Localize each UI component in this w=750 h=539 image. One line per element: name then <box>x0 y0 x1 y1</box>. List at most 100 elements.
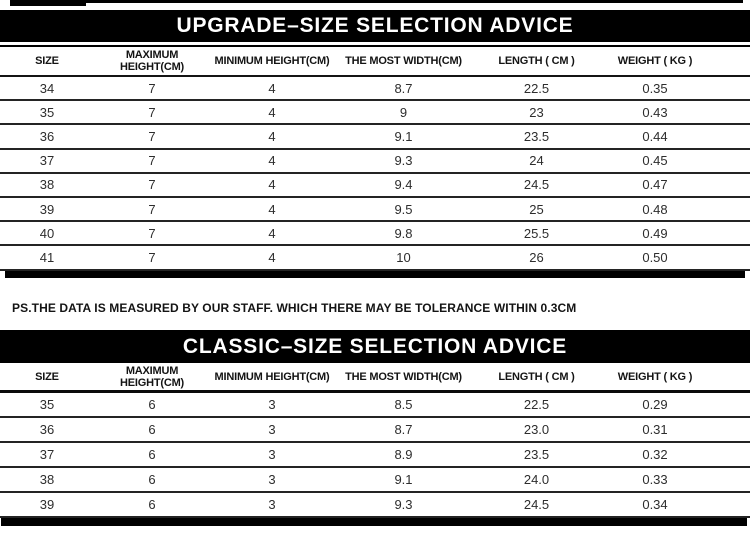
header-cell: MINIMUM HEIGHT(CM) <box>214 55 330 67</box>
table-cell: 25 <box>529 201 544 217</box>
table-cell: 7 <box>148 104 156 120</box>
table-cell: 24.5 <box>523 497 550 512</box>
table-cell: 7 <box>148 80 156 96</box>
tolerance-note: PS.THE DATA IS MEASURED BY OUR STAFF. WH… <box>12 301 577 315</box>
table-cell: 37 <box>39 153 55 169</box>
table-cell: 3 <box>268 397 276 412</box>
table-cell: 34 <box>39 80 55 96</box>
table-cell: 3 <box>268 497 276 512</box>
table-header-row: SIZE MAXIMUM HEIGHT(CM) MINIMUM HEIGHT(CM)… <box>0 363 750 393</box>
header-cell: MINIMUM HEIGHT(CM) <box>214 370 330 383</box>
table-cell: 4 <box>268 177 276 193</box>
table-cell: 39 <box>39 201 55 217</box>
table-cell: 4 <box>268 225 276 241</box>
table-row: 41 7 4 10 26 0.50 <box>0 246 750 271</box>
table-row: 39 7 4 9.5 25 0.48 <box>0 198 750 223</box>
table-cell: 40 <box>39 225 55 241</box>
table-cell: 7 <box>148 201 156 217</box>
table-cell: 6 <box>148 497 156 512</box>
table-row: 37 7 4 9.3 24 0.45 <box>0 150 750 174</box>
table-cell: 3 <box>268 472 276 487</box>
header-cell: THE MOST WIDTH(CM) <box>345 55 462 67</box>
table-cell: 9.3 <box>394 153 413 169</box>
table-cell: 35 <box>39 397 55 412</box>
table-row: 38 6 3 9.1 24.0 0.33 <box>0 468 750 493</box>
table-cell: 9.8 <box>394 225 413 241</box>
table-cell: 37 <box>39 447 55 462</box>
table-cell: 7 <box>148 249 156 265</box>
header-cell: LENGTH ( CM ) <box>498 55 575 67</box>
header-cell: WEIGHT ( KG ) <box>617 370 693 383</box>
top-left-mark <box>10 0 86 6</box>
table-cell: 26 <box>529 249 544 265</box>
table-cell: 0.31 <box>642 422 668 437</box>
table-row: 34 7 4 8.7 22.5 0.35 <box>0 77 750 102</box>
table-cell: 36 <box>39 128 55 144</box>
table-cell: 23.5 <box>523 447 550 462</box>
table-row: 40 7 4 9.8 25.5 0.49 <box>0 222 750 247</box>
table-row: 35 7 4 9 23 0.43 <box>0 101 750 126</box>
table-cell: 6 <box>148 422 156 437</box>
table-cell: 23.0 <box>523 422 550 437</box>
table-cell: 7 <box>148 225 156 241</box>
table-row: 37 6 3 8.9 23.5 0.32 <box>0 443 750 468</box>
upgrade-title-bar: UPGRADE–SIZE SELECTION ADVICE <box>0 10 750 42</box>
table-cell: 8.5 <box>394 397 413 412</box>
table-cell: 9.1 <box>394 128 413 144</box>
table-cell: 39 <box>39 497 55 512</box>
table-cell: 23.5 <box>523 128 550 144</box>
table-cell: 0.50 <box>642 249 668 265</box>
table-cell: 9.5 <box>394 201 413 217</box>
table-cell: 0.48 <box>642 201 668 217</box>
table-cell: 4 <box>268 80 276 96</box>
table-cell: 0.45 <box>642 153 668 169</box>
table-cell: 9.1 <box>394 472 413 487</box>
top-border-line <box>10 0 743 3</box>
table-cell: 6 <box>148 447 156 462</box>
table-cell: 24.5 <box>523 177 550 193</box>
table-cell: 6 <box>148 397 156 412</box>
header-cell: WEIGHT ( KG ) <box>617 55 693 67</box>
upgrade-title: UPGRADE–SIZE SELECTION ADVICE <box>176 14 574 37</box>
table-cell: 0.32 <box>642 447 668 462</box>
classic-title-bar: CLASSIC–SIZE SELECTION ADVICE <box>0 330 750 363</box>
table-cell: 25.5 <box>523 225 550 241</box>
classic-size-table: SIZE MAXIMUM HEIGHT(CM) MINIMUM HEIGHT(CM)… <box>0 363 750 526</box>
table-cell: 4 <box>268 153 276 169</box>
table-cell: 6 <box>148 472 156 487</box>
table-cell: 36 <box>39 422 55 437</box>
header-cell: THE MOST WIDTH(CM) <box>345 370 462 383</box>
table-cell: 24 <box>529 153 544 169</box>
table-cell: 38 <box>39 472 55 487</box>
table-row: 38 7 4 9.4 24.5 0.47 <box>0 174 750 198</box>
table-bottom-bar <box>1 518 747 526</box>
table-cell: 4 <box>268 128 276 144</box>
table-cell: 3 <box>268 447 276 462</box>
table-cell: 4 <box>268 104 276 120</box>
table-cell: 0.34 <box>642 497 668 512</box>
header-cell: MAXIMUM HEIGHT(CM) <box>120 364 184 389</box>
table-cell: 0.47 <box>642 177 668 193</box>
table-row: 36 7 4 9.1 23.5 0.44 <box>0 125 750 150</box>
table-cell: 22.5 <box>523 80 550 96</box>
table-cell: 4 <box>268 249 276 265</box>
table-cell: 38 <box>39 177 55 193</box>
table-row: 36 6 3 8.7 23.0 0.31 <box>0 418 750 443</box>
table-cell: 0.29 <box>642 397 668 412</box>
table-cell: 0.49 <box>642 225 668 241</box>
table-cell: 7 <box>148 128 156 144</box>
table-row: 35 6 3 8.5 22.5 0.29 <box>0 393 750 418</box>
header-cell: LENGTH ( CM ) <box>498 370 575 383</box>
table-cell: 3 <box>268 422 276 437</box>
table-cell: 9.3 <box>394 497 413 512</box>
table-cell: 10 <box>396 249 411 265</box>
table-cell: 4 <box>268 201 276 217</box>
table-cell: 0.43 <box>642 104 668 120</box>
table-cell: 0.44 <box>642 128 668 144</box>
table-cell: 8.7 <box>394 80 413 96</box>
table-cell: 9.4 <box>394 177 413 193</box>
header-cell: SIZE <box>35 370 59 383</box>
table-cell: 0.35 <box>642 80 668 96</box>
